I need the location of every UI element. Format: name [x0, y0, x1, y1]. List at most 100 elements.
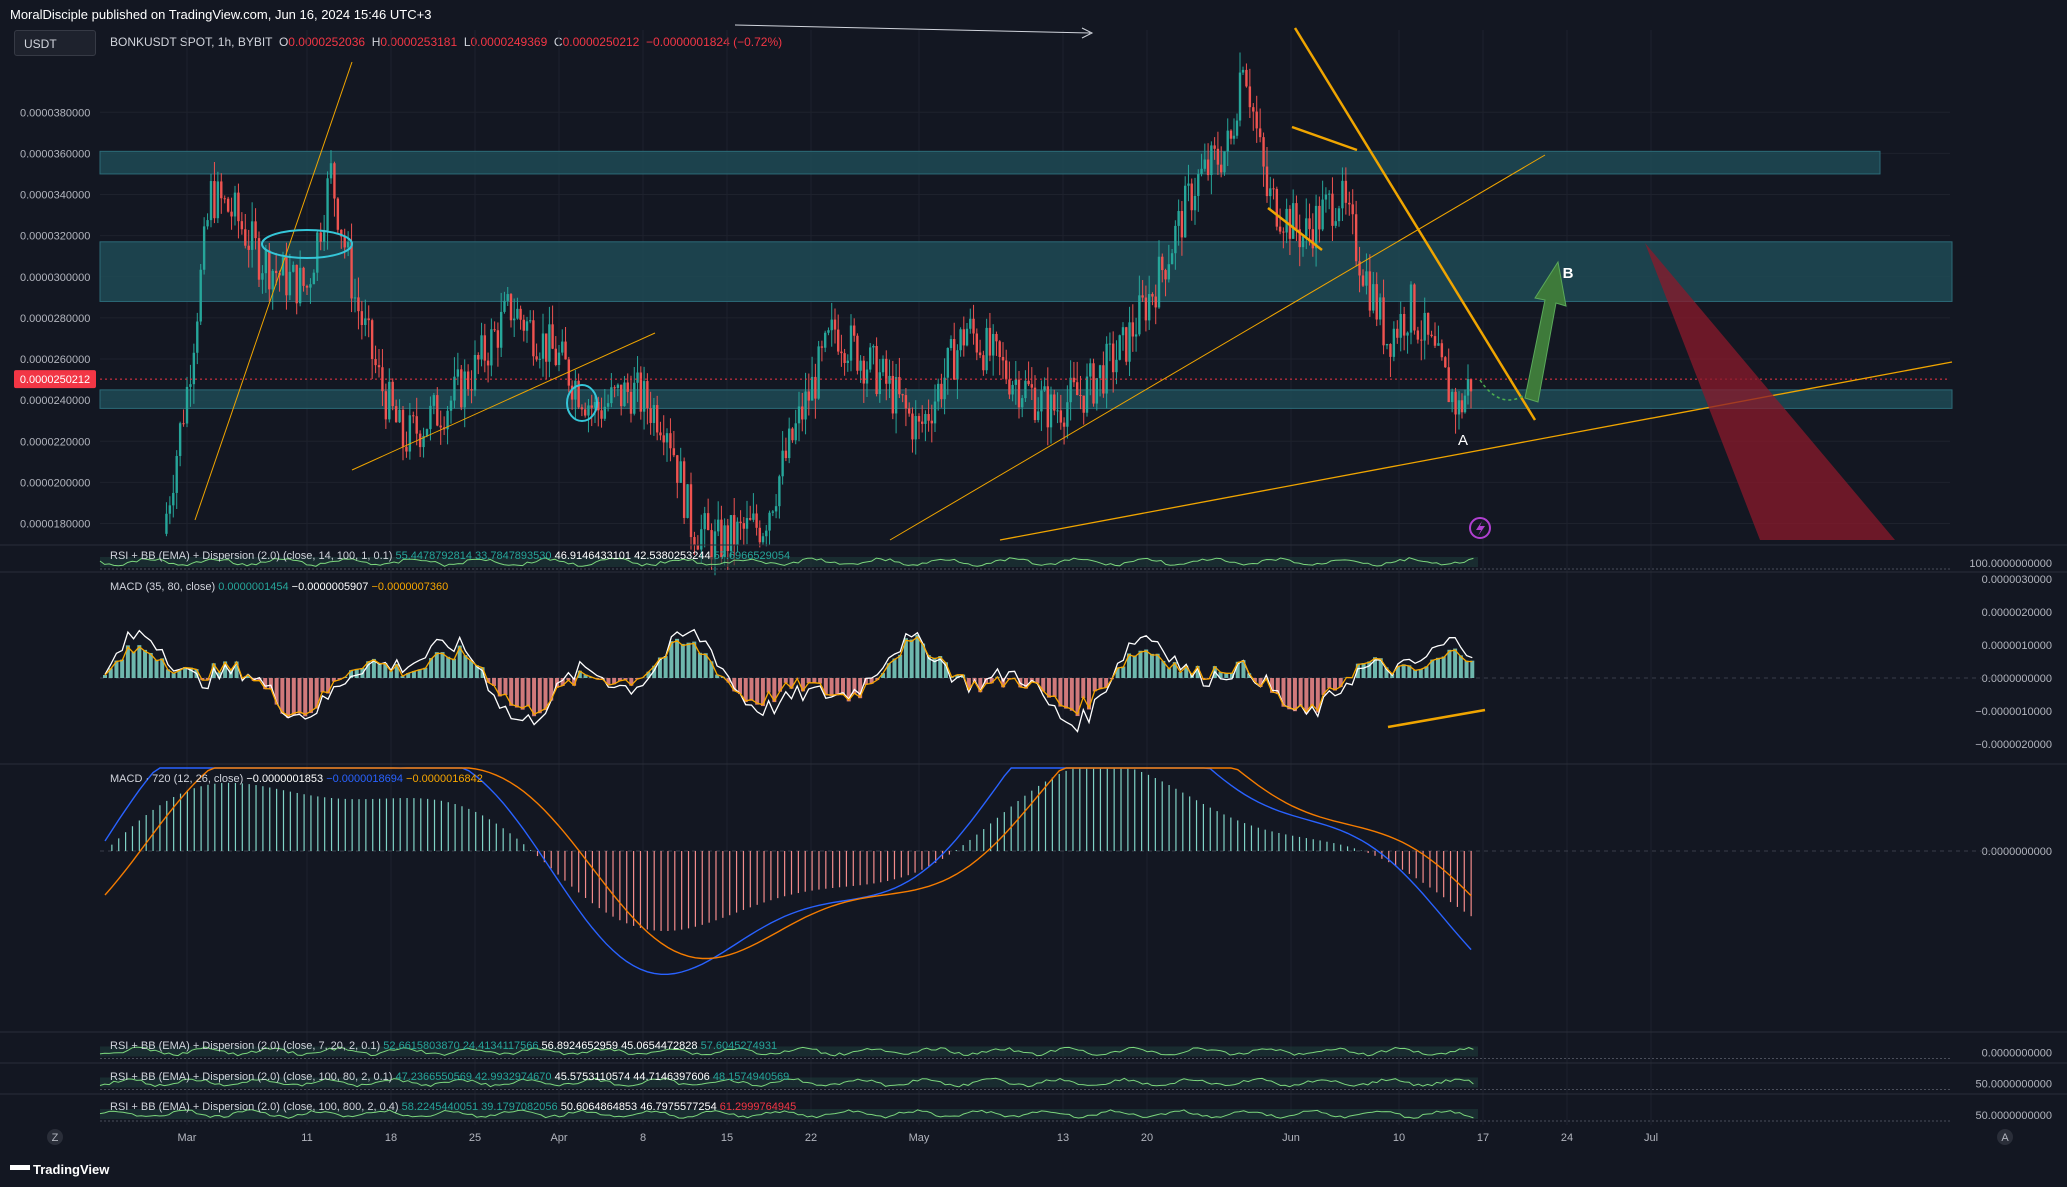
macd-hist-bar	[858, 678, 863, 699]
macd-hist-bar	[246, 674, 251, 678]
macd-hist-bar	[1327, 678, 1332, 689]
candle-body	[292, 264, 295, 272]
candle-body	[522, 319, 525, 331]
candle-body	[998, 341, 1001, 357]
candle-body	[717, 519, 720, 532]
candle-body	[856, 335, 859, 371]
candle-body	[1447, 367, 1450, 403]
candle-body	[439, 425, 442, 428]
candle-body	[1069, 377, 1072, 403]
candle-body	[449, 400, 453, 411]
macd-hist-bar	[429, 658, 434, 678]
macd-hist-bar	[406, 673, 411, 678]
candle-body	[1147, 294, 1151, 321]
candle-body	[333, 163, 336, 199]
candle-body	[853, 325, 856, 336]
candle-body	[196, 321, 199, 353]
candle-body	[1314, 205, 1318, 249]
candle-body	[1375, 284, 1378, 320]
candle-body	[781, 450, 784, 477]
candle-body	[503, 300, 506, 312]
candle-body	[1043, 386, 1046, 391]
candle-body	[1011, 384, 1014, 395]
candle-body	[723, 525, 726, 558]
candle-body	[1457, 400, 1461, 415]
macd-hist-bar	[120, 659, 125, 678]
rsi-pane-4-title[interactable]: RSI + BB (EMA) + Dispersion (2.0) (close…	[110, 1101, 796, 1113]
candle-body	[1409, 284, 1413, 333]
macd-hist-bar	[457, 645, 462, 678]
candle-body	[1021, 398, 1024, 408]
candle-body	[881, 358, 885, 373]
publisher-line: MoralDisciple published on TradingView.c…	[10, 7, 432, 22]
support-resistance-zone	[99, 150, 1881, 175]
rsi-pane-3-title[interactable]: RSI + BB (EMA) + Dispersion (2.0) (close…	[110, 1071, 789, 1083]
macd720-v0: −0.0000001853	[246, 773, 324, 785]
macd-hist-bar	[1247, 673, 1252, 678]
grid-lines	[100, 30, 1950, 1125]
macd-hist-bar	[274, 678, 279, 705]
candle-body	[168, 505, 172, 514]
rsi-pane-1-title[interactable]: RSI + BB (EMA) + Dispersion (2.0) (close…	[110, 550, 790, 562]
macd-v2: −0.0000007360	[371, 581, 449, 593]
candle-body	[483, 335, 487, 361]
bearish-projection-fan	[1645, 243, 1895, 540]
candle-body	[682, 461, 686, 518]
macd-hist-bar	[1115, 667, 1120, 678]
currency-button[interactable]: USDT	[14, 30, 96, 56]
candle-body	[1331, 193, 1334, 226]
candle-body	[1098, 365, 1102, 379]
macd-hist-bar	[1418, 668, 1423, 678]
macd-hist-bar	[114, 660, 119, 678]
candle-body	[956, 350, 959, 380]
candle-body	[937, 383, 940, 402]
candle-body	[1450, 391, 1454, 403]
candle-body	[700, 529, 703, 550]
candle-body	[749, 518, 752, 520]
macd-hist-bar	[1378, 658, 1383, 678]
macd-pane-title[interactable]: MACD (35, 80, close) 0.0000001454 −0.000…	[110, 581, 448, 593]
macd-hist-bar	[766, 678, 771, 693]
auto-scale-icon	[1997, 1129, 2013, 1145]
candle-body	[254, 221, 257, 239]
candle-body	[1444, 357, 1447, 368]
candle-body	[911, 413, 914, 440]
macd720-v2: −0.0000016842	[406, 773, 483, 785]
candle-body	[626, 382, 629, 392]
macd-hist-bar	[1315, 678, 1320, 713]
candle-body	[551, 324, 554, 349]
rsi-pane-2-title[interactable]: RSI + BB (EMA) + Dispersion (2.0) (close…	[110, 1040, 777, 1052]
macd-hist-bar	[909, 639, 914, 678]
time-tick-label: 17	[1477, 1132, 1489, 1144]
candle-body	[456, 369, 460, 377]
symbol-label[interactable]: BONKUSDT SPOT, 1h, BYBIT	[110, 35, 273, 49]
candle-body	[1223, 151, 1226, 173]
candle-body	[843, 353, 846, 364]
candle-body	[649, 408, 652, 423]
candle-body	[1174, 225, 1177, 254]
rsi1-v3: 42.5380253244	[634, 550, 711, 562]
candle-body	[686, 484, 689, 518]
candle-body	[213, 181, 216, 219]
candle-body	[985, 327, 988, 371]
candle-body	[1466, 379, 1470, 396]
candle-body	[506, 294, 509, 301]
macd-hist-bar	[812, 678, 817, 684]
candle-body	[933, 401, 937, 424]
candle-body	[165, 513, 168, 534]
candle-body	[943, 377, 946, 400]
candle-body	[1115, 359, 1118, 373]
candle-body	[1235, 120, 1239, 136]
candle-body	[1460, 400, 1464, 413]
chart-canvas[interactable]: AB 0.00003800000.00003600000.00003400000…	[0, 0, 2067, 1160]
candle-body	[257, 238, 261, 280]
rsi3-v4: 48.1574940569	[712, 1071, 790, 1083]
macd720-line	[104, 767, 1472, 975]
macd720-pane-title[interactable]: MACD · 720 (12, 26, close) −0.0000001853…	[110, 773, 483, 785]
candle-body	[755, 513, 758, 528]
rsi4-v3: 46.7975577254	[640, 1101, 717, 1113]
macd-hist-bar	[469, 660, 474, 678]
candle-body	[891, 375, 895, 414]
ellipse-highlight-april	[566, 384, 598, 422]
candle-body	[1213, 145, 1216, 149]
